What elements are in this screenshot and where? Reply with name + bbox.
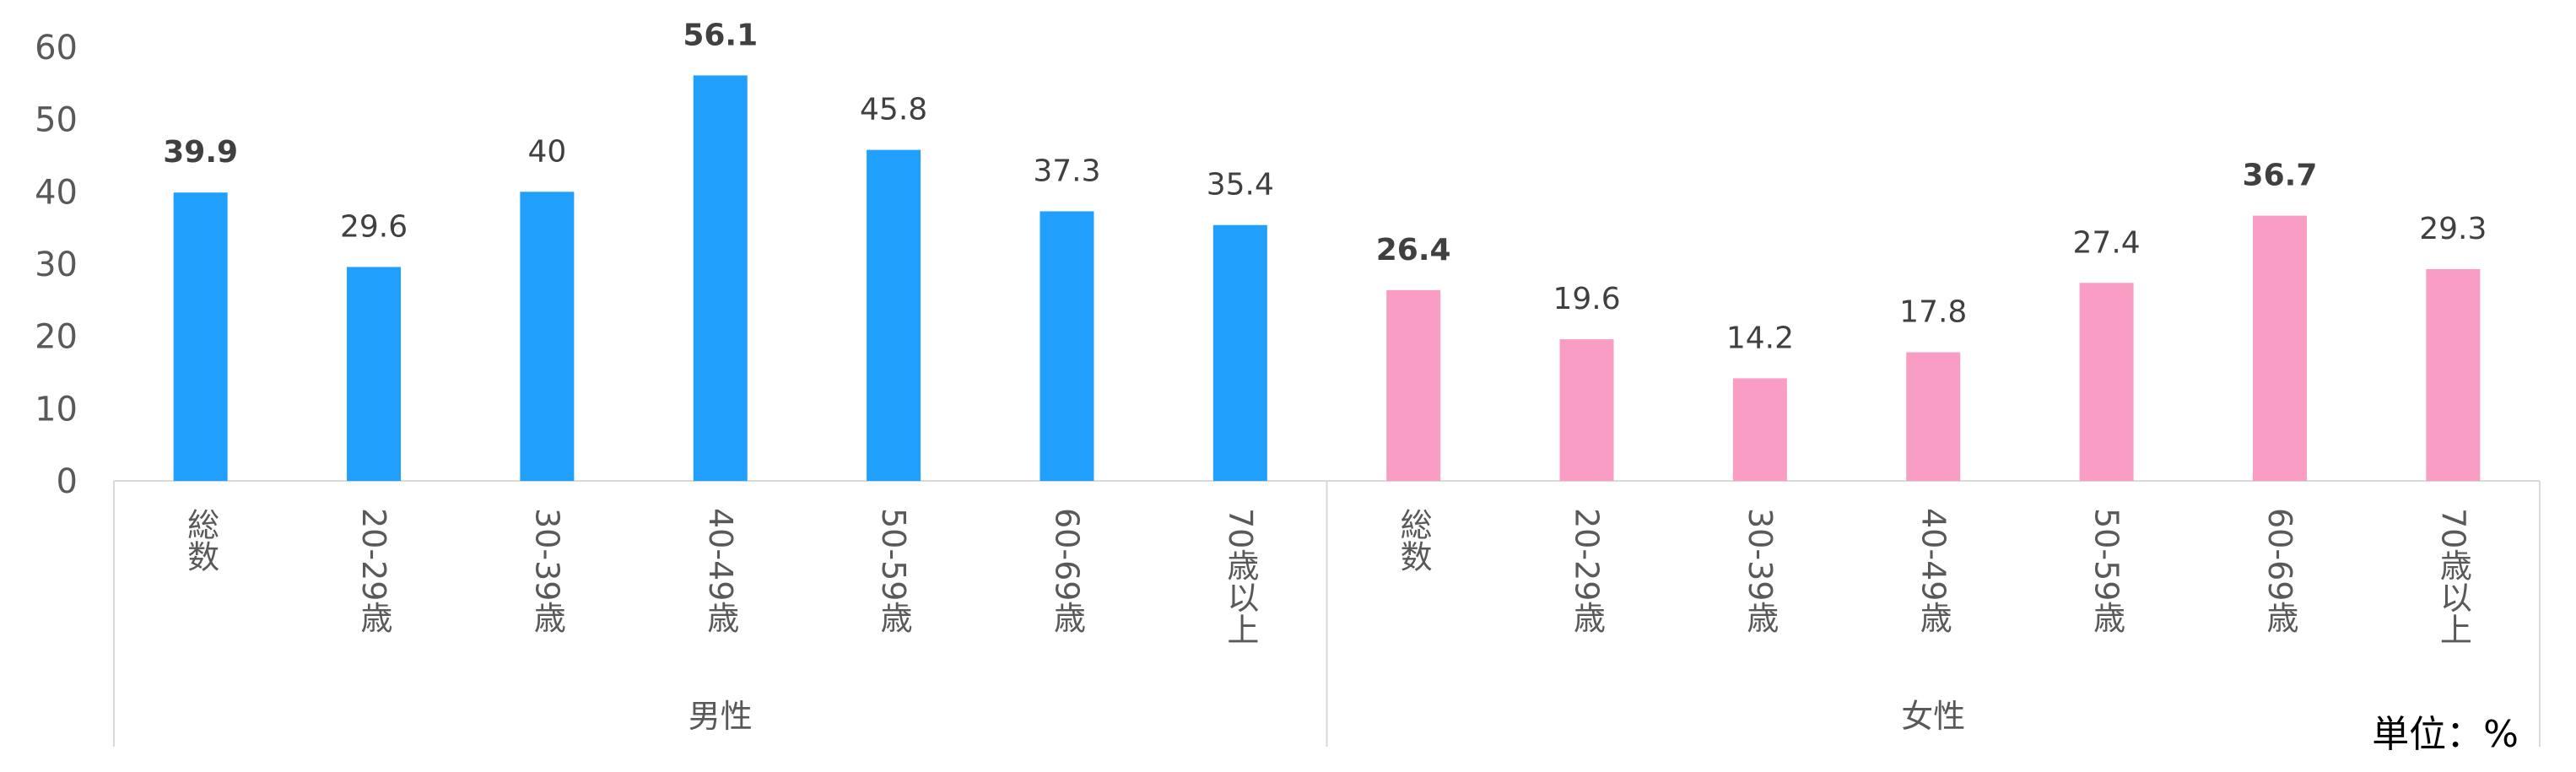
bar-0-3 — [693, 75, 748, 481]
y-tick-label-3: 30 — [35, 246, 78, 284]
bar-0-4 — [867, 149, 921, 481]
category-label-0-4: 50-59歳 — [875, 508, 912, 633]
bar-0-0 — [173, 192, 228, 481]
data-label-1-2: 14.2 — [1726, 321, 1794, 355]
y-tick-label-2: 20 — [35, 318, 78, 357]
y-tick-label-0: 0 — [57, 462, 78, 501]
data-label-0-3: 56.1 — [683, 18, 758, 52]
bar-1-6 — [2426, 268, 2481, 481]
data-label-1-1: 19.6 — [1553, 282, 1620, 316]
data-label-0-5: 37.3 — [1033, 154, 1100, 188]
y-tick-label-4: 40 — [35, 173, 78, 212]
data-label-0-6: 35.4 — [1207, 168, 1274, 202]
data-label-1-4: 27.4 — [2073, 225, 2141, 260]
group-label-0: 男性 — [689, 698, 753, 735]
bar-0-1 — [347, 267, 402, 481]
category-label-0-6: 70歳以上 — [1222, 508, 1259, 645]
category-label-1-4: 50-59歳 — [2088, 508, 2125, 633]
unit-note: 単位：% — [2372, 713, 2519, 756]
bar-1-5 — [2252, 215, 2307, 481]
category-label-1-6: 70歳以上 — [2434, 508, 2471, 645]
bar-1-3 — [1906, 352, 1961, 481]
bar-0-2 — [520, 192, 575, 482]
data-label-0-0: 39.9 — [163, 135, 238, 170]
bar-0-5 — [1040, 211, 1094, 482]
data-label-1-6: 29.3 — [2419, 212, 2487, 246]
y-tick-label-1: 10 — [35, 390, 78, 429]
category-label-1-5: 60-69歳 — [2261, 508, 2298, 633]
category-label-0-5: 60-69歳 — [1048, 508, 1085, 633]
category-label-1-3: 40-49歳 — [1914, 508, 1952, 633]
bar-1-1 — [1559, 339, 1614, 481]
y-tick-label-6: 60 — [35, 29, 78, 67]
data-label-0-2: 40 — [527, 134, 566, 169]
category-label-0-0: 総数 — [182, 508, 219, 572]
category-label-0-3: 40-49歳 — [702, 508, 739, 633]
bar-0-6 — [1212, 224, 1267, 481]
data-label-1-0: 26.4 — [1376, 233, 1451, 267]
category-label-0-1: 20-29歳 — [355, 508, 392, 633]
data-label-1-3: 17.8 — [1899, 295, 1967, 330]
data-label-1-5: 36.7 — [2243, 159, 2318, 193]
y-tick-label-5: 50 — [35, 101, 78, 140]
category-label-1-1: 20-29歳 — [1569, 508, 1606, 633]
data-label-0-1: 29.6 — [340, 209, 408, 244]
bar-1-4 — [2079, 283, 2134, 481]
bar-1-2 — [1732, 378, 1787, 481]
group-label-1: 女性 — [1901, 698, 1965, 735]
bar-1-0 — [1386, 289, 1441, 481]
data-label-0-4: 45.8 — [860, 93, 927, 127]
category-label-1-0: 総数 — [1395, 508, 1432, 572]
category-label-1-2: 30-39歳 — [1742, 508, 1779, 633]
category-label-0-2: 30-39歳 — [528, 508, 565, 633]
